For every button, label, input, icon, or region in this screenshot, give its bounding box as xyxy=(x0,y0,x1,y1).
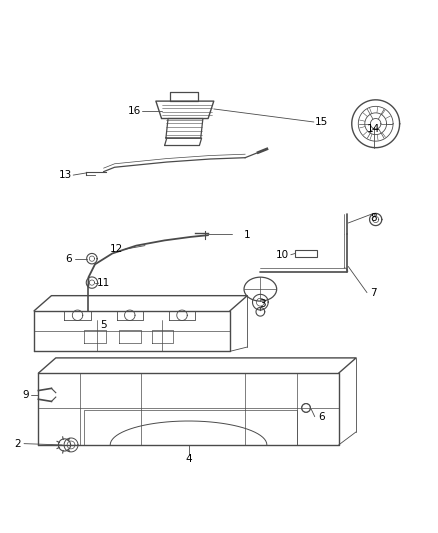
Text: 5: 5 xyxy=(100,320,107,330)
Text: 15: 15 xyxy=(314,117,328,127)
Text: 4: 4 xyxy=(185,454,192,464)
Text: 10: 10 xyxy=(276,250,289,260)
Text: 13: 13 xyxy=(59,170,72,180)
Text: 12: 12 xyxy=(110,244,124,254)
Text: 8: 8 xyxy=(370,213,377,223)
Text: 9: 9 xyxy=(22,390,28,400)
Text: 11: 11 xyxy=(97,278,110,288)
Bar xyxy=(295,250,317,257)
Text: 16: 16 xyxy=(127,106,141,116)
Text: 2: 2 xyxy=(14,439,21,449)
Text: 1: 1 xyxy=(244,230,251,240)
Text: 6: 6 xyxy=(66,254,72,264)
Text: 6: 6 xyxy=(318,411,325,422)
Text: 7: 7 xyxy=(370,288,377,297)
Text: 14: 14 xyxy=(367,124,380,134)
Text: 3: 3 xyxy=(259,300,266,309)
